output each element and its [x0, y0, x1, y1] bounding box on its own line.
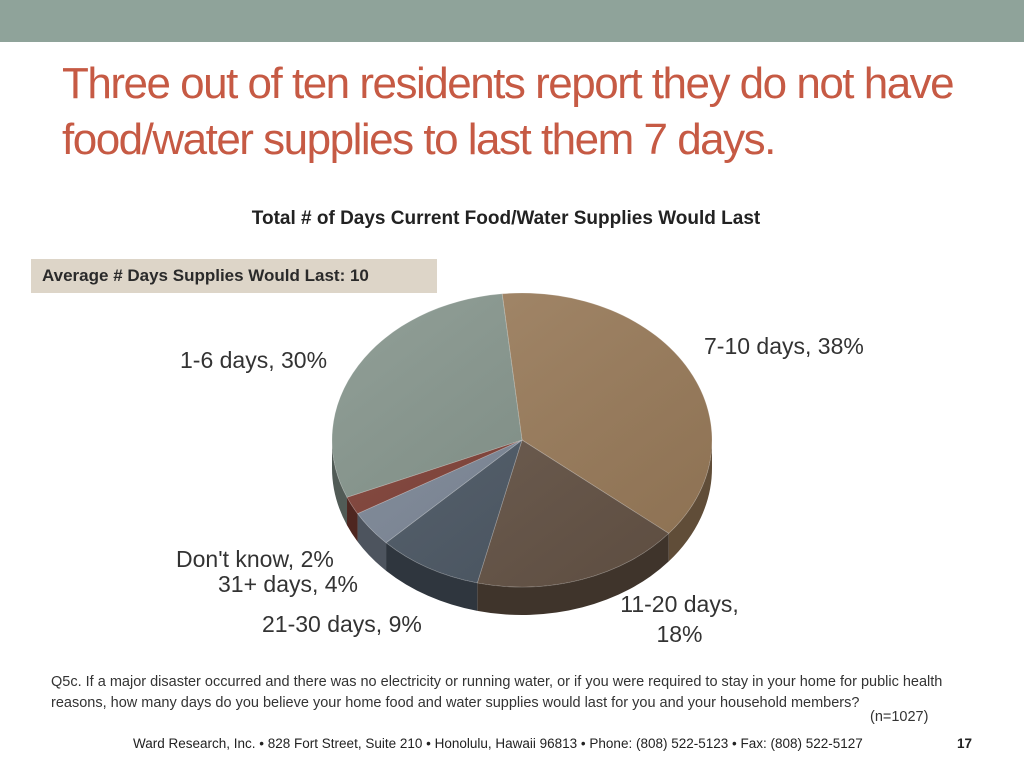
slice-label-dont-know-text: Don't know, 2% — [176, 546, 334, 572]
pie-side-7-10-days — [668, 440, 712, 562]
slice-label-21-30-days: 21-30 days, 9% — [262, 609, 422, 639]
company-footer: Ward Research, Inc. • 828 Fort Street, S… — [133, 736, 863, 751]
sample-size-note: (n=1027) — [870, 709, 929, 725]
slice-label-21-30-days-text: 21-30 days, 9% — [262, 611, 422, 637]
slice-label-11-20-days-line1: 11-20 days, — [620, 591, 739, 617]
pie-side-walls — [332, 440, 712, 615]
slice-label-7-10-days: 7-10 days, 38% — [704, 331, 864, 361]
slice-label-1-6-days: 1-6 days, 30% — [180, 345, 327, 375]
pie-side-31-days — [357, 513, 387, 571]
slice-label-31-plus-days: 31+ days, 4% — [218, 569, 358, 599]
page-number: 17 — [957, 736, 973, 751]
pie-chart — [331, 292, 713, 615]
pie-side-don-t-know — [347, 497, 358, 542]
slice-label-11-20-days: 11-20 days, 18% — [614, 589, 745, 649]
average-days-label: Average # Days Supplies Would Last: 10 — [42, 266, 369, 285]
pie-side-1-6-days — [332, 440, 348, 526]
survey-question-footnote: Q5c. If a major disaster occurred and th… — [51, 674, 943, 711]
slice-label-31-plus-days-text: 31+ days, 4% — [218, 571, 359, 597]
pie-side-21-30-days — [386, 542, 478, 611]
pie-top-shading — [332, 293, 712, 587]
slice-label-1-6-days-text: 1-6 days, 30% — [180, 347, 328, 373]
average-days-box: Average # Days Supplies Would Last: 10 — [31, 259, 437, 293]
slide-headline: Three out of ten residents report they d… — [62, 59, 955, 164]
slice-label-11-20-days-line2: 18% — [656, 621, 703, 647]
top-accent-bar — [0, 0, 1024, 42]
slice-label-7-10-days-text: 7-10 days, 38% — [704, 333, 864, 359]
slice-label-dont-know: Don't know, 2% — [176, 544, 334, 574]
chart-title: Total # of Days Current Food/Water Suppl… — [251, 208, 761, 229]
pie-side-11-20-days — [477, 533, 669, 615]
